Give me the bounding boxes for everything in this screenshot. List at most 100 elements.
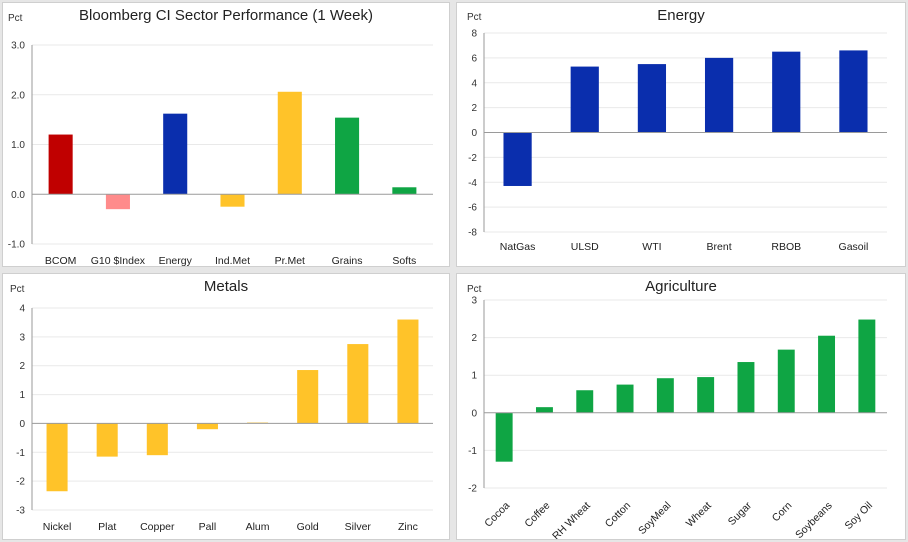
bar-soymeal bbox=[656, 378, 674, 413]
category-label: Ind.Met bbox=[215, 255, 250, 266]
chart-panel-metals: Metals Pct 4 3 2 1 0 -1 -2 -3 Nickel Plat Copper Pall… bbox=[2, 273, 450, 540]
category-label: RBOB bbox=[771, 241, 801, 253]
y-tick-label: 2 bbox=[19, 361, 25, 372]
y-tick-label: 1 bbox=[471, 371, 477, 382]
y-tick-label: 0.0 bbox=[11, 190, 25, 201]
y-tick-label: 3.0 bbox=[11, 41, 25, 52]
chart-energy: Energy Pct 8 6 4 2 0 -2 -4 -6 -8 NatGas ULSD WTI Brent… bbox=[467, 7, 887, 253]
category-label: WTI bbox=[642, 241, 661, 253]
y-tick-label: 6 bbox=[471, 53, 477, 64]
y-tick-label: 4 bbox=[19, 304, 25, 315]
y-tick-label: -6 bbox=[468, 203, 477, 214]
y-tick-label: 1.0 bbox=[11, 140, 25, 151]
category-label: Soybeans bbox=[793, 500, 835, 539]
chart-title: Metals bbox=[204, 278, 248, 295]
y-axis-unit-label: Pct bbox=[467, 284, 482, 295]
category-label: Cotton bbox=[603, 500, 633, 530]
y-tick-label: 8 bbox=[471, 29, 477, 40]
bar-brent bbox=[704, 57, 734, 133]
bar-nickel bbox=[46, 423, 68, 492]
category-label: Energy bbox=[159, 255, 193, 266]
category-label: Plat bbox=[98, 521, 116, 533]
category-label: Nickel bbox=[43, 521, 72, 533]
bar-wti bbox=[637, 64, 667, 133]
y-tick-label: 2.0 bbox=[11, 90, 25, 101]
category-label: Pr.Met bbox=[275, 255, 305, 266]
category-label: Corn bbox=[770, 500, 795, 525]
bar-pall bbox=[196, 423, 218, 430]
y-tick-label: 0 bbox=[471, 408, 477, 419]
bar-cotton bbox=[616, 384, 634, 413]
bar-rh-wheat bbox=[576, 390, 594, 413]
y-tick-label: 2 bbox=[471, 333, 477, 344]
category-label: SoyMeal bbox=[636, 500, 673, 537]
bar-soybeans bbox=[818, 335, 836, 413]
y-tick-label: 4 bbox=[471, 78, 477, 89]
y-tick-label: 3 bbox=[471, 296, 477, 307]
y-tick-label: -4 bbox=[468, 178, 477, 189]
bar-wheat bbox=[697, 377, 715, 413]
category-label: RH Wheat bbox=[550, 500, 593, 539]
bar-sugar bbox=[737, 362, 755, 413]
chart-title: Bloomberg CI Sector Performance (1 Week) bbox=[79, 7, 373, 24]
y-axis-unit-label: Pct bbox=[10, 284, 25, 295]
y-tick-label: 0 bbox=[19, 419, 25, 430]
bar-ind-met bbox=[220, 194, 245, 207]
category-label: Soy Oil bbox=[843, 500, 875, 532]
y-tick-label: 0 bbox=[471, 128, 477, 139]
y-tick-label: -8 bbox=[468, 228, 477, 239]
bar-bcom bbox=[48, 134, 73, 195]
y-axis-unit-label: Pct bbox=[467, 12, 482, 23]
chart-panel-energy: Energy Pct 8 6 4 2 0 -2 -4 -6 -8 NatGas ULSD WTI Brent… bbox=[456, 2, 906, 267]
bar-rbob bbox=[772, 51, 801, 133]
bar-corn bbox=[777, 349, 795, 413]
y-tick-label: -2 bbox=[468, 153, 477, 164]
chart-title: Agriculture bbox=[645, 278, 717, 295]
bar-ulsd bbox=[570, 66, 599, 133]
y-tick-label: -3 bbox=[16, 506, 25, 517]
bar-natgas bbox=[503, 132, 532, 186]
category-label: Wheat bbox=[684, 500, 714, 530]
y-tick-label: 2 bbox=[471, 103, 477, 114]
category-label: Copper bbox=[140, 521, 175, 533]
category-label: ULSD bbox=[571, 241, 599, 253]
bar-grains bbox=[335, 117, 360, 195]
category-label: Alum bbox=[246, 521, 270, 533]
y-tick-label: -1 bbox=[16, 448, 25, 459]
category-label: BCOM bbox=[45, 255, 77, 266]
category-label: Gasoil bbox=[839, 241, 869, 253]
bar-pr-met bbox=[277, 91, 302, 195]
y-tick-label: -2 bbox=[16, 477, 25, 488]
chart-metals: Metals Pct 4 3 2 1 0 -1 -2 -3 Nickel Plat Copper Pall… bbox=[10, 278, 433, 533]
y-tick-label: -1.0 bbox=[8, 240, 26, 251]
bar-copper bbox=[146, 423, 168, 456]
category-label: Gold bbox=[297, 521, 319, 533]
category-label: Silver bbox=[345, 521, 372, 533]
bar-gold bbox=[297, 370, 319, 424]
y-tick-label: 3 bbox=[19, 332, 25, 343]
bar-cocoa bbox=[495, 412, 513, 462]
y-axis-unit-label: Pct bbox=[8, 13, 23, 24]
category-label: Grains bbox=[332, 255, 363, 266]
bar-coffee bbox=[535, 407, 553, 413]
y-tick-label: -2 bbox=[468, 484, 477, 495]
chart-sector-performance: Bloomberg CI Sector Performance (1 Week)… bbox=[8, 7, 433, 266]
bar-zinc bbox=[397, 319, 419, 424]
category-label: Coffee bbox=[522, 500, 552, 530]
category-label: Zinc bbox=[398, 521, 418, 533]
chart-panel-sector-performance: Bloomberg CI Sector Performance (1 Week)… bbox=[2, 2, 450, 267]
chart-title: Energy bbox=[657, 7, 705, 24]
bar-gasoil bbox=[839, 50, 868, 133]
bar-soy-oil bbox=[858, 319, 876, 413]
bar-g10-index bbox=[105, 194, 130, 210]
bar-softs bbox=[392, 187, 417, 195]
bar-plat bbox=[96, 423, 118, 457]
category-label: NatGas bbox=[500, 241, 536, 253]
category-label: Pall bbox=[199, 521, 217, 533]
y-tick-label: 1 bbox=[19, 390, 25, 401]
y-tick-label: -1 bbox=[468, 446, 477, 457]
chart-panel-agriculture: Agriculture Pct 3 2 1 0 -1 -2 Cocoa Coffee RH Whea… bbox=[456, 273, 906, 540]
category-label: G10 $Index bbox=[91, 255, 146, 266]
